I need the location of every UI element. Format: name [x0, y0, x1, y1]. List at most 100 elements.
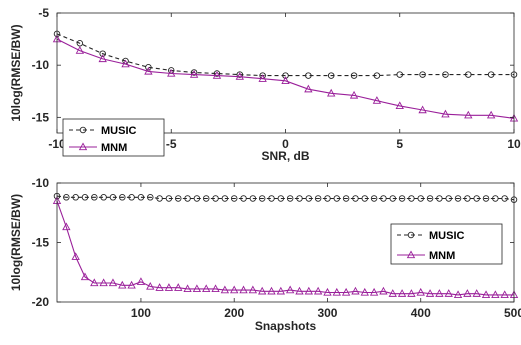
- data-point-music: [109, 194, 117, 201]
- data-point-music: [282, 72, 289, 79]
- legend-marker-music: [79, 126, 87, 134]
- data-point-music: [398, 195, 406, 202]
- data-point-music: [465, 71, 472, 78]
- data-point-mnm: [281, 76, 290, 84]
- data-point-music: [174, 195, 182, 202]
- series-line-music: [56, 195, 515, 201]
- data-point-mnm: [239, 285, 248, 294]
- data-point-music: [286, 195, 294, 202]
- data-point-music: [258, 195, 266, 202]
- data-point-mnm: [444, 289, 453, 297]
- y-axis-label: 10log(RMSE/BW): [9, 194, 23, 291]
- data-point-music: [380, 195, 387, 202]
- data-point-mnm: [453, 290, 463, 299]
- series-mnm: [52, 196, 519, 299]
- data-point-music: [370, 195, 378, 202]
- x-axis-label: Snapshots: [255, 319, 317, 333]
- data-point-mnm: [230, 285, 239, 294]
- legend-marker-mnm: [78, 142, 88, 151]
- data-point-music: [464, 195, 471, 202]
- x-tick-label: 500: [504, 306, 521, 320]
- data-point-mnm: [425, 289, 435, 297]
- legend-marker-music: [407, 231, 415, 239]
- data-point-music: [296, 195, 303, 202]
- data-point-mnm: [285, 285, 295, 294]
- data-point-mnm: [108, 278, 118, 287]
- data-point-music: [100, 194, 107, 201]
- data-point-music: [63, 194, 70, 201]
- data-point-mnm: [304, 84, 313, 93]
- data-point-music: [473, 195, 480, 202]
- legend: MUSIC MNM: [390, 223, 503, 265]
- data-point-music: [91, 194, 98, 201]
- data-point-mnm: [267, 286, 276, 295]
- data-point-music: [81, 194, 89, 201]
- data-point-mnm: [248, 285, 258, 294]
- data-point-music: [72, 194, 79, 201]
- data-point-mnm: [99, 278, 108, 287]
- data-point-music: [119, 194, 126, 201]
- data-point-mnm: [341, 287, 351, 296]
- data-point-music: [165, 195, 173, 202]
- y-tick-label: -10: [32, 176, 50, 190]
- data-point-music: [454, 195, 462, 202]
- data-point-mnm: [486, 110, 496, 119]
- data-point-mnm: [155, 283, 164, 291]
- legend-label-music: MUSIC: [429, 230, 465, 242]
- series-line-mnm: [56, 38, 515, 119]
- data-point-music: [221, 195, 229, 202]
- data-point-music: [305, 195, 313, 202]
- data-point-music: [352, 195, 359, 202]
- data-point-mnm: [418, 105, 427, 114]
- data-point-mnm: [323, 287, 332, 296]
- data-point-mnm: [80, 272, 90, 281]
- data-point-mnm: [71, 252, 80, 260]
- data-point-mnm: [146, 281, 155, 290]
- data-point-mnm: [441, 109, 450, 118]
- data-point-music: [426, 195, 434, 202]
- data-point-music: [190, 69, 198, 76]
- data-point-mnm: [472, 289, 481, 297]
- data-point-mnm: [304, 286, 313, 295]
- data-point-mnm: [164, 283, 174, 291]
- data-point-mnm: [388, 289, 397, 297]
- x-axis-label: SNR, dB: [262, 149, 310, 163]
- data-point-mnm: [144, 66, 153, 75]
- data-point-mnm: [395, 101, 404, 110]
- x-tick-label: 100: [131, 306, 151, 320]
- data-point-mnm: [463, 289, 472, 297]
- data-point-music: [128, 194, 135, 201]
- data-point-music: [350, 72, 358, 79]
- data-point-mnm: [189, 70, 199, 78]
- data-point-music: [445, 195, 452, 202]
- x-tick-label: -5: [166, 137, 177, 151]
- legend-label-mnm: MNM: [101, 142, 127, 154]
- data-point-music: [99, 50, 106, 57]
- data-point-mnm: [332, 287, 341, 296]
- x-tick-label: 0: [282, 137, 289, 151]
- data-point-music: [482, 195, 490, 202]
- data-point-music: [327, 72, 335, 79]
- data-point-mnm: [276, 286, 286, 295]
- data-point-mnm: [397, 289, 407, 297]
- data-point-music: [396, 71, 404, 78]
- data-point-mnm: [372, 96, 382, 104]
- data-point-mnm: [118, 280, 127, 289]
- legend-label-mnm: MNM: [429, 250, 455, 262]
- data-point-music: [501, 195, 508, 202]
- legend-label-music: MUSIC: [101, 125, 137, 137]
- data-point-mnm: [90, 278, 99, 287]
- data-point-mnm: [379, 286, 388, 295]
- data-point-music: [305, 72, 312, 79]
- x-tick-label: 200: [224, 306, 244, 320]
- data-point-music: [417, 195, 424, 202]
- data-point-music: [202, 195, 210, 202]
- data-point-mnm: [174, 283, 183, 291]
- x-tick-label: 300: [317, 306, 337, 320]
- data-point-music: [314, 195, 322, 202]
- series-music: [53, 30, 518, 79]
- data-point-mnm: [258, 286, 267, 295]
- data-point-music: [147, 194, 154, 201]
- x-tick-label: 10: [507, 137, 521, 151]
- data-point-mnm: [235, 72, 244, 80]
